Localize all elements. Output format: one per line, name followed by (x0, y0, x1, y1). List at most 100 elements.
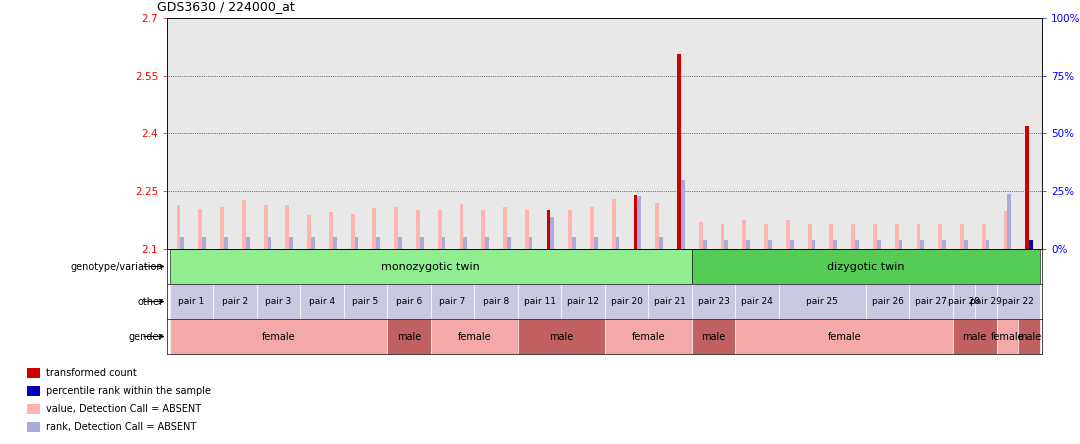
Bar (507, 238, 511, 249)
Text: pair 7: pair 7 (440, 297, 465, 306)
Bar (482, 210, 485, 249)
Bar (431, 319, 517, 354)
Text: female: female (458, 332, 491, 341)
Text: pair 29: pair 29 (970, 297, 1001, 306)
Bar (594, 238, 597, 249)
Bar (431, 284, 474, 319)
Bar (960, 224, 963, 249)
Bar (605, 284, 648, 319)
Bar (851, 224, 855, 249)
Bar (442, 238, 445, 249)
Bar (311, 238, 315, 249)
Bar (735, 319, 953, 354)
Bar (986, 240, 989, 249)
Bar (779, 284, 866, 319)
Text: male: male (702, 332, 726, 341)
Text: pair 2: pair 2 (221, 297, 248, 306)
Bar (373, 208, 376, 249)
Text: male: male (1017, 332, 1041, 341)
Bar (634, 195, 637, 249)
Bar (917, 224, 920, 249)
Bar (170, 284, 213, 319)
Bar (202, 238, 206, 249)
Text: pair 3: pair 3 (266, 297, 292, 306)
Text: pair 12: pair 12 (567, 297, 599, 306)
Bar (877, 240, 880, 249)
Bar (242, 200, 246, 249)
Text: genotype/variation: genotype/variation (70, 262, 163, 271)
Bar (300, 284, 343, 319)
Text: female: female (990, 332, 1024, 341)
Bar (289, 238, 293, 249)
Text: pair 20: pair 20 (610, 297, 643, 306)
Bar (612, 199, 616, 249)
Bar (768, 240, 772, 249)
Bar (388, 284, 431, 319)
Text: pair 1: pair 1 (178, 297, 204, 306)
Bar (866, 284, 909, 319)
Text: GDS3630 / 224000_at: GDS3630 / 224000_at (157, 0, 295, 13)
Bar (474, 284, 517, 319)
Bar (528, 238, 532, 249)
Bar (285, 205, 289, 249)
Bar (873, 224, 877, 249)
Bar (1018, 319, 1040, 354)
Bar (1029, 240, 1032, 249)
Text: pair 5: pair 5 (352, 297, 379, 306)
Text: pair 25: pair 25 (807, 297, 838, 306)
Text: female: female (261, 332, 295, 341)
Bar (765, 224, 768, 249)
Bar (735, 284, 779, 319)
Text: pair 6: pair 6 (396, 297, 422, 306)
Bar (416, 210, 420, 249)
Bar (899, 240, 903, 249)
Bar (692, 319, 735, 354)
Bar (224, 238, 228, 249)
Text: male: male (396, 332, 421, 341)
Bar (343, 284, 388, 319)
Bar (953, 319, 997, 354)
Bar (942, 240, 946, 249)
Text: pair 23: pair 23 (698, 297, 730, 306)
Bar (257, 284, 300, 319)
Bar (909, 284, 953, 319)
Bar (920, 240, 924, 249)
Bar (264, 205, 268, 249)
Bar (720, 224, 725, 249)
Bar (681, 180, 685, 249)
Bar (268, 238, 271, 249)
Bar (307, 215, 311, 249)
Bar (329, 212, 333, 249)
Bar (659, 238, 663, 249)
Text: percentile rank within the sample: percentile rank within the sample (46, 386, 212, 396)
Bar (746, 240, 750, 249)
Bar (503, 206, 507, 249)
Text: pair 26: pair 26 (872, 297, 904, 306)
Bar (562, 284, 605, 319)
Bar (605, 319, 692, 354)
Text: pair 24: pair 24 (741, 297, 773, 306)
Text: rank, Detection Call = ABSENT: rank, Detection Call = ABSENT (46, 422, 197, 432)
Bar (677, 54, 681, 249)
Bar (648, 284, 692, 319)
Bar (220, 206, 224, 249)
Text: pair 4: pair 4 (309, 297, 335, 306)
Bar (568, 210, 572, 249)
Bar (656, 203, 659, 249)
Text: other: other (137, 297, 163, 306)
Bar (997, 284, 1040, 319)
Text: gender: gender (129, 332, 163, 341)
Bar (742, 220, 746, 249)
Bar (399, 238, 402, 249)
Bar (834, 240, 837, 249)
Bar (199, 209, 202, 249)
Bar (388, 319, 431, 354)
Text: pair 28: pair 28 (948, 297, 980, 306)
Text: female: female (827, 332, 861, 341)
Bar (546, 210, 551, 249)
Bar (811, 240, 815, 249)
Text: transformed count: transformed count (46, 368, 137, 378)
Bar (213, 284, 257, 319)
Text: pair 11: pair 11 (524, 297, 555, 306)
Bar (246, 238, 249, 249)
